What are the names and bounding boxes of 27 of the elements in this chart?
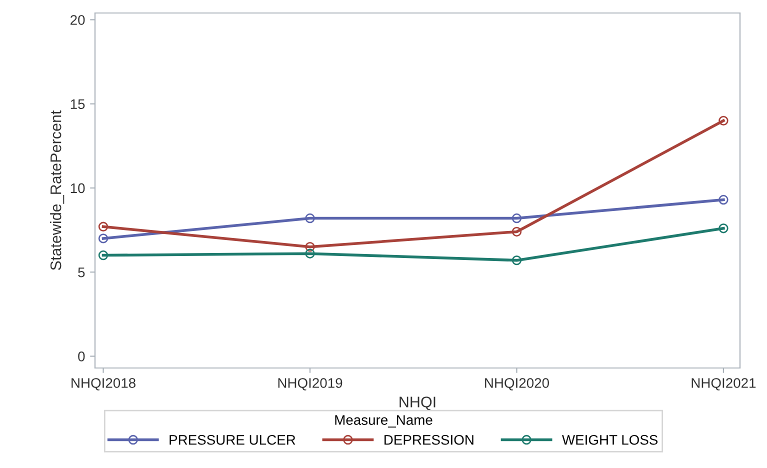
y-tick-label: 0 bbox=[78, 352, 85, 362]
x-tick-label: NHQI2020 bbox=[485, 378, 549, 390]
point bbox=[718, 116, 728, 126]
legend-label: DEPRESSION bbox=[384, 434, 474, 445]
point bbox=[98, 222, 108, 232]
x-tick-label: NHQI2021 bbox=[692, 378, 756, 390]
point bbox=[305, 213, 315, 224]
legend-label: PRESSURE ULCER bbox=[170, 434, 296, 445]
y-tick-label: 15 bbox=[70, 99, 85, 110]
point bbox=[718, 223, 728, 234]
y-tick-label: 20 bbox=[70, 15, 85, 25]
point bbox=[98, 250, 108, 260]
point bbox=[718, 194, 728, 205]
y-tick-label: 10 bbox=[70, 183, 85, 194]
point bbox=[512, 213, 522, 224]
point bbox=[305, 242, 315, 252]
x-axis-title: NHQI bbox=[400, 396, 436, 410]
x-tick-label: NHQI2018 bbox=[72, 378, 136, 390]
y-axis-title: Statewide_RatePercent bbox=[50, 110, 64, 270]
point bbox=[512, 255, 522, 266]
point bbox=[512, 226, 522, 237]
x-tick-label: NHQI2019 bbox=[278, 378, 342, 390]
point bbox=[98, 234, 108, 244]
y-tick-label: 5 bbox=[78, 268, 85, 278]
legend-title: Measure_Name bbox=[335, 415, 432, 428]
point bbox=[305, 248, 315, 258]
legend-label: WEIGHT LOSS bbox=[562, 434, 658, 445]
